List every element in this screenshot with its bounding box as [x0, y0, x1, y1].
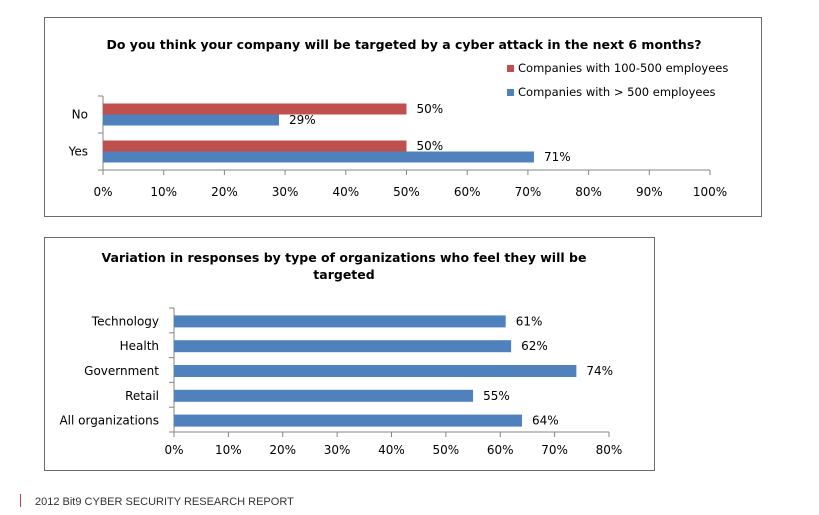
chart2-data-label: 62%: [521, 339, 548, 353]
footer: 2012 Bit9 CYBER SECURITY RESEARCH REPORT: [20, 494, 294, 508]
chart1-data-label: 50%: [417, 139, 444, 153]
chart1-x-tick-label: 100%: [693, 185, 727, 199]
chart-org-variation: Variation in responses by type of organi…: [44, 237, 655, 471]
chart2-bar: [174, 414, 522, 427]
chart2-x-tick-label: 70%: [541, 443, 568, 457]
chart2-category-label: Government: [84, 364, 159, 378]
chart1-bar: [103, 103, 407, 115]
chart-attack-expectation: Do you think your company will be target…: [44, 17, 762, 217]
chart2-x-tick-label: 80%: [596, 443, 623, 457]
chart2-data-label: 74%: [586, 364, 613, 378]
chart1-legend-label: Companies with 100-500 employees: [518, 61, 728, 75]
chart1-x-tick-label: 90%: [636, 185, 663, 199]
chart-org-variation-svg: Variation in responses by type of organi…: [59, 250, 623, 457]
chart1-category-label: Yes: [68, 145, 88, 159]
chart1-x-tick-label: 10%: [150, 185, 177, 199]
chart1-category-label: No: [72, 108, 88, 122]
chart-attack-expectation-svg: Do you think your company will be target…: [68, 37, 729, 199]
chart1-x-tick-label: 0%: [93, 185, 112, 199]
chart1-x-tick-label: 80%: [575, 185, 602, 199]
chart1-bar: [103, 114, 280, 126]
chart1-x-tick-label: 60%: [454, 185, 481, 199]
chart1-bar: [103, 151, 534, 163]
chart1-title: Do you think your company will be target…: [106, 37, 701, 52]
chart2-x-tick-label: 20%: [269, 443, 296, 457]
chart1-x-tick-label: 40%: [332, 185, 359, 199]
chart2-x-tick-label: 10%: [215, 443, 242, 457]
footer-text: 2012 Bit9 CYBER SECURITY RESEARCH REPORT: [35, 496, 294, 508]
chart2-data-label: 55%: [483, 389, 510, 403]
chart2-category-label: All organizations: [59, 414, 159, 428]
chart1-legend-label: Companies with > 500 employees: [518, 85, 716, 99]
chart2-bar: [174, 389, 474, 402]
chart2-x-tick-label: 40%: [378, 443, 405, 457]
chart2-category-label: Technology: [91, 314, 159, 328]
chart2-category-label: Retail: [125, 389, 159, 403]
chart2-bar: [174, 340, 512, 353]
chart1-data-label: 50%: [417, 102, 444, 116]
chart1-x-tick-label: 20%: [211, 185, 238, 199]
footer-accent-bar: [20, 494, 21, 507]
chart1-x-tick-label: 50%: [393, 185, 420, 199]
chart2-title-line-1: Variation in responses by type of organi…: [102, 250, 587, 265]
chart2-title-line-2: targeted: [313, 267, 374, 282]
chart2-x-tick-label: 30%: [324, 443, 351, 457]
chart2-x-tick-label: 50%: [433, 443, 460, 457]
chart1-data-label: 71%: [544, 150, 571, 164]
chart1-legend-swatch: [507, 65, 514, 72]
chart1-bar: [103, 140, 407, 152]
chart2-data-label: 64%: [532, 414, 559, 428]
chart1-x-tick-label: 70%: [515, 185, 542, 199]
chart1-data-label: 29%: [289, 113, 316, 127]
chart2-category-label: Health: [120, 339, 159, 353]
chart2-x-tick-label: 60%: [487, 443, 514, 457]
chart2-bar: [174, 315, 506, 328]
chart2-x-tick-label: 0%: [164, 443, 183, 457]
chart1-legend-swatch: [507, 89, 514, 96]
chart1-x-tick-label: 30%: [272, 185, 299, 199]
chart2-data-label: 61%: [516, 314, 543, 328]
chart2-bar: [174, 365, 577, 377]
